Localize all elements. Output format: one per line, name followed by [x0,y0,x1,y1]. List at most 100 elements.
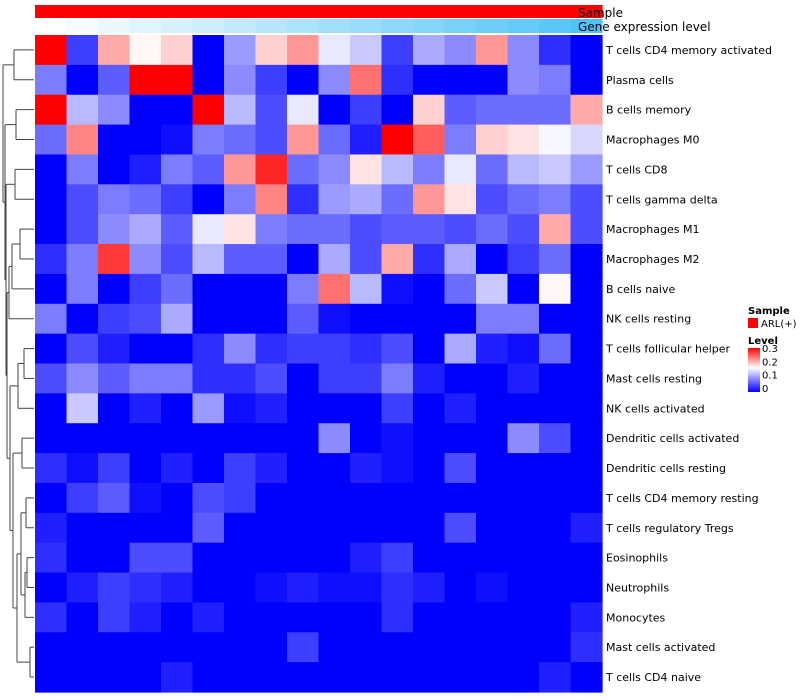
heatmap-cell [161,482,194,514]
heatmap-cell [255,35,288,66]
heatmap-cell [255,453,288,484]
heatmap-cell [413,154,446,185]
heatmap-cell [287,662,320,693]
row-label: T cells CD4 memory resting [605,492,759,505]
heatmap-cell [129,393,162,424]
heatmap-cells [35,35,603,693]
heatmap-cell [350,542,383,574]
heatmap-cell [66,244,99,275]
heatmap-cell [539,662,572,693]
legend-color-bar [748,348,760,392]
heatmap-cell [287,632,320,663]
heatmap-cell [287,35,320,66]
heatmap-cell [381,662,414,693]
heatmap-cell [350,64,383,96]
heatmap-cell [224,423,257,454]
heatmap-cell [35,482,68,514]
heatmap-cell [318,602,351,633]
heatmap-cell [476,94,509,126]
heatmap-cell [507,363,540,394]
heatmap-cell [539,273,572,305]
heatmap-cell [381,512,414,544]
heatmap-cell [287,393,320,424]
heatmap-cell [570,94,603,126]
heatmap-cell [350,154,383,185]
heatmap-cell [287,363,320,394]
heatmap-cell [350,184,383,215]
heatmap-cell [476,333,509,365]
heatmap-cell [129,333,162,365]
heatmap-cell [413,333,446,365]
heatmap-cell [287,572,320,604]
heatmap-cell [35,423,68,454]
heatmap-cell [192,303,225,335]
heatmap-cell [444,94,477,126]
sample-track-label: Sample [578,6,623,20]
heatmap-cell [192,124,225,156]
heatmap-cell [66,35,99,66]
gene-expression-annotation-cell [66,19,99,33]
heatmap-cell [318,154,351,185]
heatmap-cell [192,482,225,514]
heatmap-cell [318,35,351,66]
gene-expression-annotation-cell [444,19,477,33]
heatmap-cell [35,453,68,484]
heatmap-cell [539,512,572,544]
heatmap-cell [66,214,99,245]
heatmap-cell [350,423,383,454]
heatmap-cell [255,632,288,663]
heatmap-cell [161,363,194,394]
heatmap-cell [192,662,225,693]
heatmap-cell [444,64,477,96]
heatmap-cell [350,572,383,604]
sample-annotation-cell [224,5,257,18]
heatmap-cell [507,572,540,604]
heatmap-cell [570,154,603,185]
heatmap-cell [66,184,99,215]
heatmap-cell [66,333,99,365]
heatmap-cell [98,632,131,663]
heatmap-cell [570,124,603,156]
heatmap-cell [570,64,603,96]
heatmap-cell [476,64,509,96]
gene-expression-annotation-cell [129,19,162,33]
heatmap-cell [570,423,603,454]
heatmap-cell [381,154,414,185]
heatmap-cell [350,453,383,484]
heatmap-cell [192,184,225,215]
heatmap-cell [224,572,257,604]
heatmap-cell [224,393,257,424]
sample-annotation-cell [507,5,540,18]
heatmap-cell [35,632,68,663]
heatmap-cell [507,482,540,514]
heatmap-cell [507,512,540,544]
row-label: T cells CD4 memory activated [605,44,772,57]
heatmap-cell [129,363,162,394]
heatmap-cell [381,393,414,424]
heatmap-cell [413,393,446,424]
heatmap-cell [129,124,162,156]
heatmap-cell [224,303,257,335]
heatmap-cell [35,184,68,215]
row-dendrogram [2,49,34,678]
heatmap-cell [444,244,477,275]
heatmap-cell [413,453,446,484]
heatmap-cell [570,393,603,424]
heatmap-cell [66,423,99,454]
heatmap-cell [129,512,162,544]
heatmap-cell [381,602,414,633]
heatmap-cell [444,542,477,574]
heatmap-cell [255,154,288,185]
gene-expression-annotation-cell [413,19,446,33]
heatmap-cell [66,154,99,185]
heatmap-cell [444,602,477,633]
heatmap-cell [255,303,288,335]
heatmap-cell [66,64,99,96]
heatmap-cell [539,423,572,454]
heatmap-cell [255,363,288,394]
heatmap-cell [192,273,225,305]
heatmap-cell [381,273,414,305]
row-label: T cells follicular helper [605,343,731,356]
heatmap-cell [413,363,446,394]
